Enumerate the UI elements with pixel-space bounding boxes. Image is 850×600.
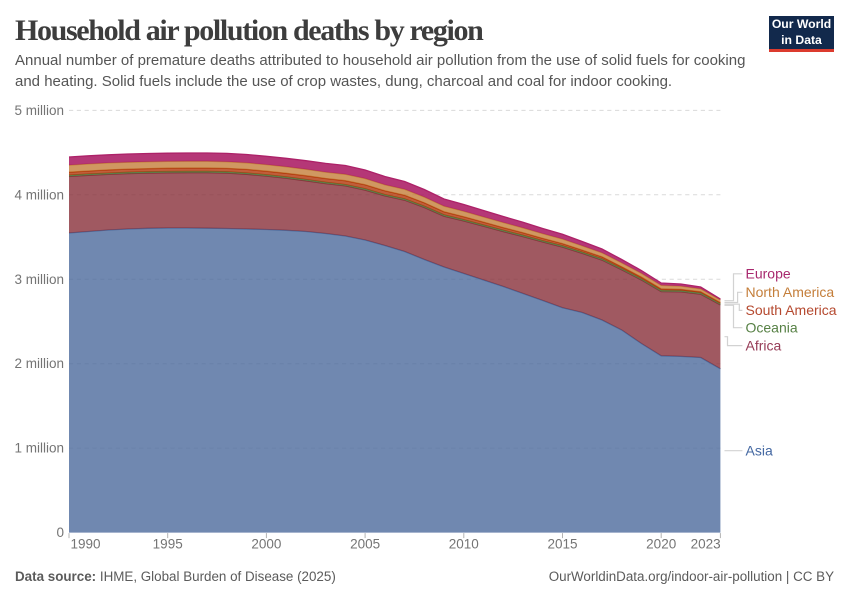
svg-text:2000: 2000 (251, 537, 281, 552)
svg-text:3 million: 3 million (14, 272, 64, 287)
svg-text:2015: 2015 (547, 537, 577, 552)
svg-text:Asia: Asia (746, 443, 773, 459)
svg-text:5 million: 5 million (14, 103, 64, 118)
svg-text:0: 0 (56, 525, 64, 540)
svg-text:South America: South America (746, 302, 837, 318)
svg-text:1995: 1995 (153, 537, 183, 552)
svg-text:2023: 2023 (691, 537, 721, 552)
svg-text:2 million: 2 million (14, 356, 64, 371)
svg-text:2020: 2020 (646, 537, 676, 552)
svg-text:2010: 2010 (449, 537, 479, 552)
svg-text:1990: 1990 (71, 537, 101, 552)
svg-text:North America: North America (746, 284, 835, 300)
svg-text:2005: 2005 (350, 537, 380, 552)
svg-text:Africa: Africa (746, 337, 782, 353)
svg-text:Europe: Europe (746, 266, 791, 282)
svg-text:Oceania: Oceania (746, 320, 798, 336)
svg-text:1 million: 1 million (14, 441, 64, 456)
svg-text:4 million: 4 million (14, 187, 64, 202)
